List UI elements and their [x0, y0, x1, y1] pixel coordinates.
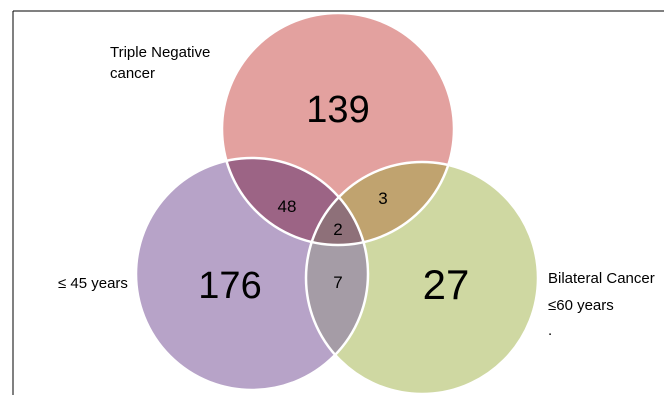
- circle-age-45-outline: [134, 156, 370, 392]
- label-bilateral: Bilateral Cancer ≤60 years .: [548, 268, 655, 341]
- label-bilateral-line-3: .: [548, 322, 553, 339]
- count-triple-negative-and-age-45: 48: [278, 197, 297, 216]
- label-age-45: ≤ 45 years: [58, 273, 128, 294]
- label-triple-negative-line-2: cancer: [110, 65, 156, 82]
- count-all-three: 2: [333, 220, 342, 239]
- label-triple-negative-line-1: Triple Negative: [110, 44, 211, 61]
- count-age-45-and-bilateral: 7: [333, 273, 342, 292]
- label-age-45-line-1: ≤ 45 years: [58, 275, 128, 292]
- count-bilateral-only: 27: [423, 261, 470, 308]
- count-triple-negative-and-bilateral: 3: [378, 189, 387, 208]
- circle-bilateral-outline: [304, 160, 540, 395]
- label-bilateral-line-2: ≤60 years: [548, 297, 614, 314]
- circle-triple-negative-outline: [220, 11, 456, 247]
- count-triple-negative-only: 139: [306, 89, 369, 131]
- overlap-triple-negative-age-45: [222, 158, 368, 245]
- label-triple-negative: Triple Negative cancer: [110, 42, 210, 84]
- count-age-45-only: 176: [198, 265, 261, 307]
- label-bilateral-line-1: Bilateral Cancer: [548, 270, 655, 287]
- overlap-triple-negative-bilateral: [306, 162, 454, 245]
